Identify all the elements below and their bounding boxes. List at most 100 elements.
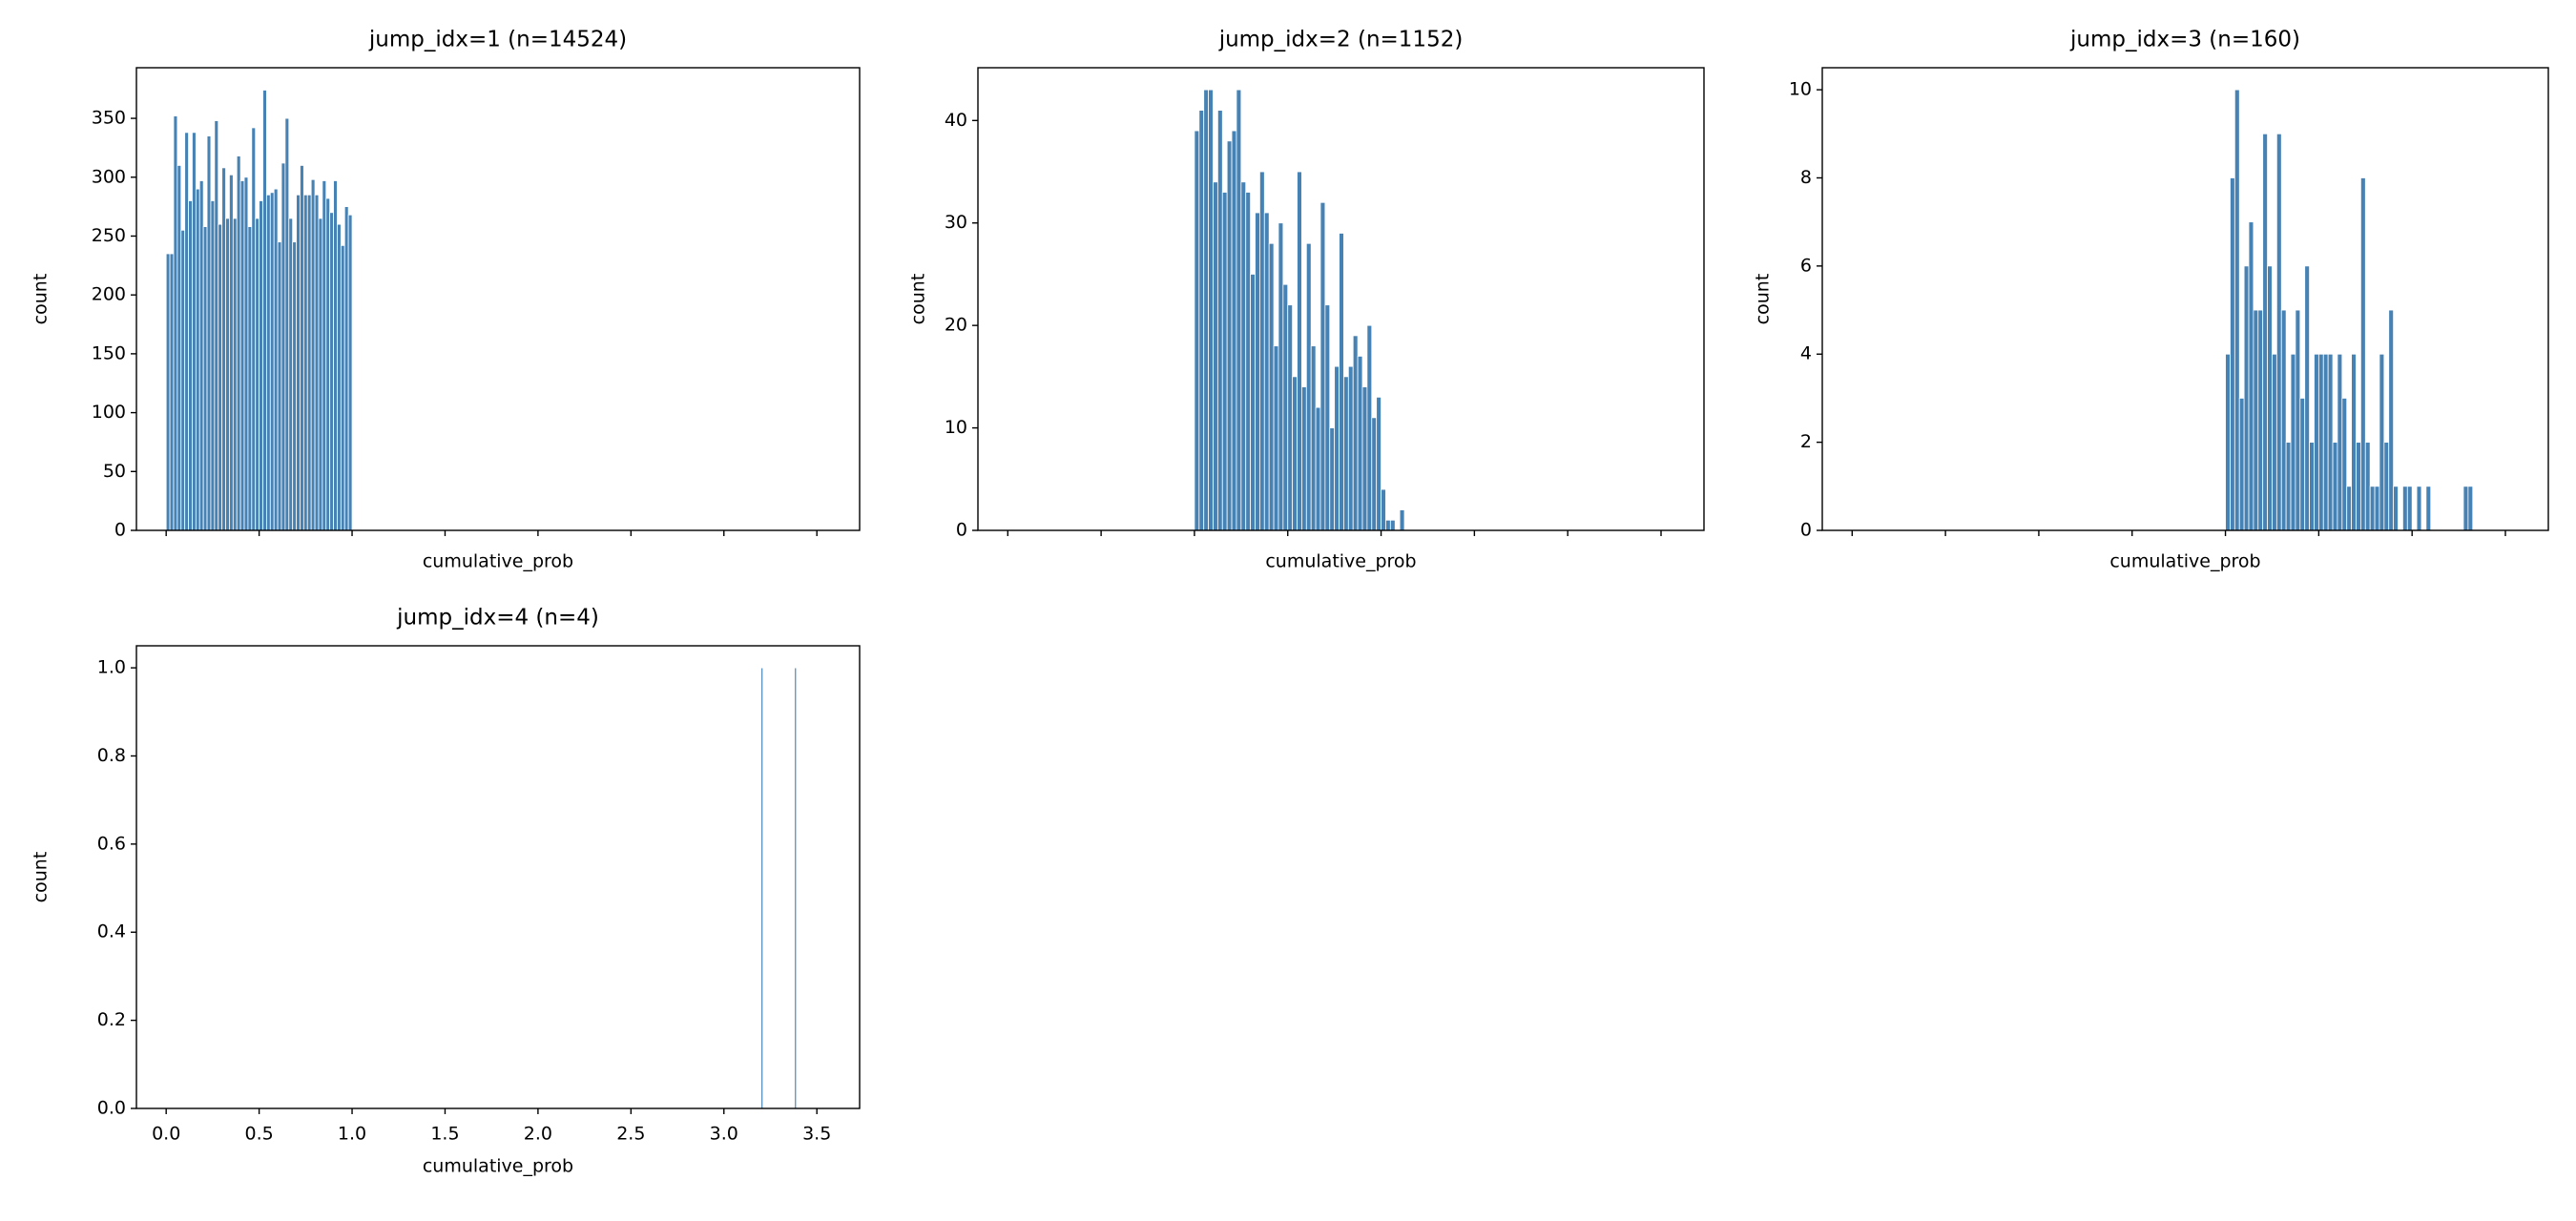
y-tick-label: 300 <box>92 166 126 187</box>
y-tick-label: 2 <box>1800 431 1812 452</box>
y-tick-label: 350 <box>92 108 126 129</box>
bar <box>2285 442 2292 531</box>
bar <box>202 226 208 531</box>
bar <box>180 229 186 531</box>
bar <box>329 212 334 531</box>
bar <box>2248 221 2254 531</box>
y-tick-label: 0.2 <box>97 1009 126 1030</box>
bar <box>210 200 216 531</box>
bar <box>1334 365 1340 531</box>
x-tick-label: 3.5 <box>802 1124 831 1145</box>
bar <box>1315 406 1321 531</box>
bar <box>1399 509 1405 531</box>
y-tick-label: 250 <box>92 225 126 246</box>
bar <box>760 667 764 1109</box>
bar <box>2402 486 2408 531</box>
x-tick-label: 2.5 <box>616 1124 645 1145</box>
y-tick-label: 10 <box>1789 79 1812 100</box>
axes-title: jump_idx=3 (n=160) <box>2069 28 2300 52</box>
bar <box>1297 171 1302 531</box>
bar <box>1255 212 1260 531</box>
bar <box>1231 130 1237 531</box>
bar <box>2257 309 2264 531</box>
bar <box>1208 89 1214 531</box>
bar <box>340 244 345 531</box>
bar <box>1305 242 1312 531</box>
bar <box>273 188 279 531</box>
bar <box>1287 304 1294 531</box>
bar <box>2272 353 2277 531</box>
bar <box>325 197 331 531</box>
bar <box>2243 265 2250 531</box>
bar <box>310 178 316 531</box>
bar <box>1376 396 1381 531</box>
bar <box>1310 345 1317 531</box>
bar <box>337 223 342 531</box>
y-tick-label: 150 <box>92 342 126 363</box>
bar <box>2359 177 2366 531</box>
bar <box>2369 486 2376 531</box>
bar <box>1366 324 1373 531</box>
bar <box>1385 519 1391 531</box>
y-tick-label: 0.8 <box>97 745 126 766</box>
bar <box>314 194 320 531</box>
bar <box>2462 486 2469 531</box>
bar <box>192 132 197 531</box>
bar <box>347 214 353 531</box>
y-tick-label: 200 <box>92 284 126 305</box>
bar <box>2393 486 2399 531</box>
x-tick-label: 2.0 <box>524 1124 552 1145</box>
bar <box>284 117 290 531</box>
y-tick-label: 40 <box>945 110 967 131</box>
bar <box>277 241 282 531</box>
bar <box>232 217 238 531</box>
y-axis-label: count <box>31 852 52 903</box>
y-axis-label: count <box>1753 274 1774 325</box>
bar <box>2383 442 2390 531</box>
x-axis-label: cumulative_prob <box>423 1156 573 1177</box>
bar <box>2230 177 2235 531</box>
bar <box>266 194 271 531</box>
y-tick-label: 10 <box>945 417 967 438</box>
bar <box>2364 442 2371 531</box>
bar <box>1216 110 1223 531</box>
bar <box>169 253 175 531</box>
bar <box>2253 309 2259 531</box>
bar <box>1213 181 1218 531</box>
axes-frame <box>977 67 1705 531</box>
x-tick-label: 0.5 <box>244 1124 273 1145</box>
bar <box>1221 192 1228 531</box>
bar <box>1194 130 1200 531</box>
axes-title: jump_idx=2 (n=1152) <box>1218 28 1464 52</box>
bar <box>1203 89 1210 531</box>
bar <box>1389 519 1396 531</box>
bar <box>2233 89 2240 531</box>
bar <box>2295 309 2301 531</box>
bar <box>195 188 200 531</box>
y-tick-label: 50 <box>103 461 126 482</box>
x-tick-label: 3.0 <box>710 1124 738 1145</box>
bar <box>302 194 308 531</box>
bar <box>2467 486 2474 531</box>
bar <box>2262 133 2268 531</box>
y-axis-label: count <box>31 274 52 325</box>
bar <box>198 180 204 531</box>
bar <box>2225 353 2231 531</box>
bar <box>1268 242 1275 531</box>
y-tick-label: 8 <box>1800 167 1812 188</box>
bar <box>2238 398 2245 531</box>
bar <box>255 217 260 531</box>
y-tick-label: 0 <box>956 520 967 541</box>
bar <box>280 162 286 531</box>
bar <box>1324 304 1331 531</box>
bar <box>243 176 249 531</box>
bar <box>1292 376 1298 531</box>
bar <box>1381 488 1386 531</box>
bar <box>1357 355 1363 531</box>
bar <box>262 90 267 531</box>
bar <box>214 120 219 531</box>
bar <box>1319 201 1326 531</box>
bar <box>173 115 178 531</box>
bar <box>1245 192 1252 531</box>
